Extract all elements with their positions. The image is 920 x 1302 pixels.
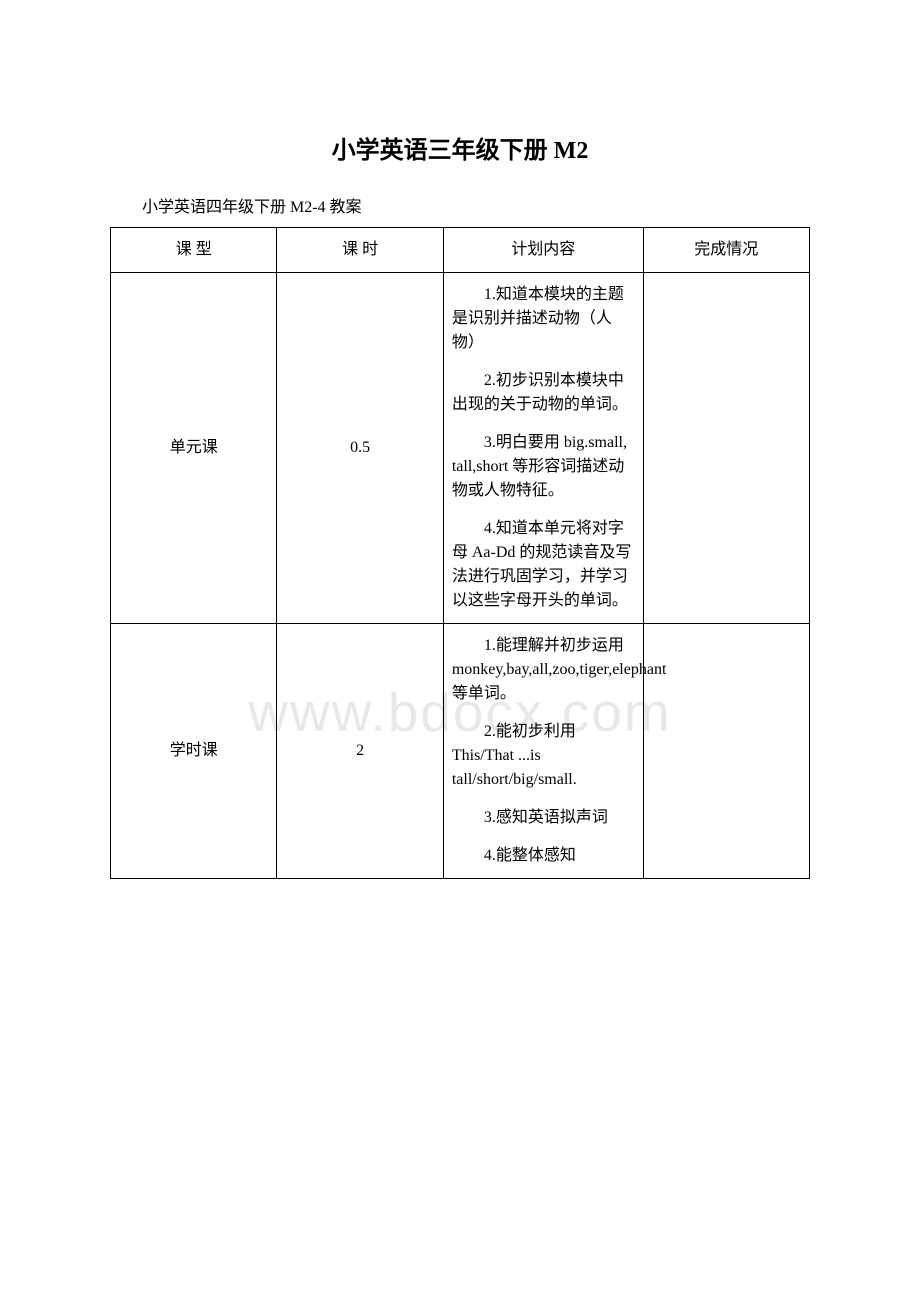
table-row: 学时课 2 1.能理解并初步运用monkey,bay,all,zoo,tiger… [111, 624, 810, 879]
cell-status [643, 273, 809, 624]
header-type: 课 型 [111, 228, 277, 273]
content-item: 4.知道本单元将对字母 Aa-Dd 的规范读音及写法进行巩固学习，并学习以这些字… [452, 517, 635, 613]
cell-content: 1.知道本模块的主题是识别并描述动物（人物） 2.初步识别本模块中出现的关于动物… [443, 273, 643, 624]
cell-hours: 2 [277, 624, 443, 879]
lesson-plan-table: 课 型 课 时 计划内容 完成情况 单元课 0.5 1.知道本模块的主题是识别并… [110, 227, 810, 879]
content-item: 3.感知英语拟声词 [452, 806, 635, 830]
content-item: 1.知道本模块的主题是识别并描述动物（人物） [452, 283, 635, 355]
table-header-row: 课 型 课 时 计划内容 完成情况 [111, 228, 810, 273]
header-hours: 课 时 [277, 228, 443, 273]
content-item: 3.明白要用 big.small, tall,short 等形容词描述动物或人物… [452, 431, 635, 503]
table-row: 单元课 0.5 1.知道本模块的主题是识别并描述动物（人物） 2.初步识别本模块… [111, 273, 810, 624]
header-status: 完成情况 [643, 228, 809, 273]
cell-type: 单元课 [111, 273, 277, 624]
cell-content: 1.能理解并初步运用monkey,bay,all,zoo,tiger,eleph… [443, 624, 643, 879]
cell-hours: 0.5 [277, 273, 443, 624]
cell-status [643, 624, 809, 879]
header-content: 计划内容 [443, 228, 643, 273]
page-title: 小学英语三年级下册 M2 [110, 130, 810, 165]
content-item: 1.能理解并初步运用monkey,bay,all,zoo,tiger,eleph… [452, 634, 635, 706]
subtitle-text: 小学英语四年级下册 M2-4 教案 [110, 193, 810, 217]
content-item: 2.能初步利用 This/That ...is tall/short/big/s… [452, 720, 635, 792]
content-item: 2.初步识别本模块中出现的关于动物的单词。 [452, 369, 635, 417]
cell-type: 学时课 [111, 624, 277, 879]
content-item: 4.能整体感知 [452, 844, 635, 868]
